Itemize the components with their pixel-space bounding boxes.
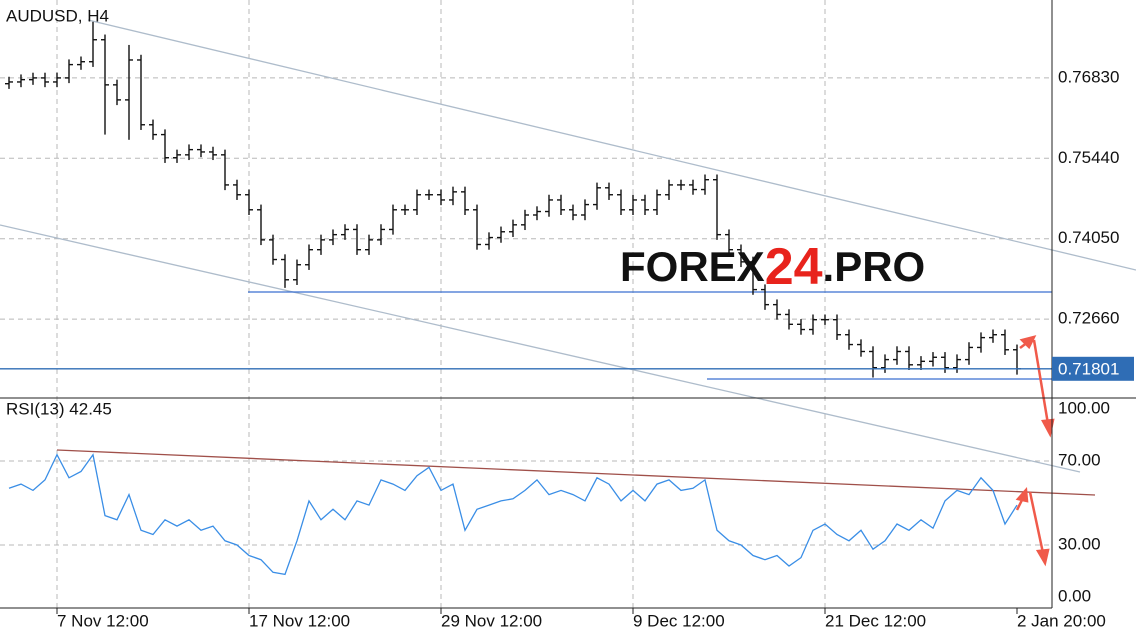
x-tick-label: 17 Nov 12:00 (249, 611, 350, 630)
arrow-head (1035, 548, 1050, 567)
watermark-part: FOREX (620, 243, 765, 290)
x-tick-label: 2 Jan 20:00 (1017, 611, 1106, 630)
channel-line (87, 19, 1136, 271)
chart-title: AUDUSD, H4 (6, 6, 109, 25)
y-tick-label: 0.75440 (1058, 148, 1119, 167)
last-price-label: 0.71801 (1058, 359, 1119, 378)
watermark-part: 24 (765, 238, 823, 296)
x-tick-label: 29 Nov 12:00 (441, 611, 542, 630)
rsi-trend-line (56, 449, 1096, 496)
layer-grid (0, 0, 1052, 609)
y-tick-label: 0.76830 (1058, 67, 1119, 86)
y-tick-label: 30.00 (1058, 534, 1101, 553)
x-tick-label: 21 Dec 12:00 (825, 611, 926, 630)
watermark-part: .PRO (823, 243, 926, 290)
arrow-head (1015, 487, 1029, 503)
x-tick-label: 7 Nov 12:00 (57, 611, 149, 630)
arrow (1028, 491, 1045, 554)
x-tick-label: 9 Dec 12:00 (633, 611, 725, 630)
watermark: FOREX24.PRO (620, 238, 925, 296)
forecast-arrows (1015, 335, 1055, 567)
arrow (1032, 339, 1050, 425)
layer-data (0, 21, 1052, 576)
y-tick-label: 70.00 (1058, 450, 1101, 469)
y-tick-label: 0.00 (1058, 586, 1091, 605)
y-tick-label: 0.72660 (1058, 309, 1119, 328)
channel-line (0, 224, 1081, 473)
y-tick-label: 0.74050 (1058, 228, 1119, 247)
rsi-title: RSI(13) 42.45 (6, 399, 112, 418)
y-tick-label: 100.00 (1058, 398, 1110, 417)
last-price-box (1052, 356, 1134, 381)
rsi-line (8, 453, 1018, 576)
arrow-head (1019, 335, 1037, 350)
